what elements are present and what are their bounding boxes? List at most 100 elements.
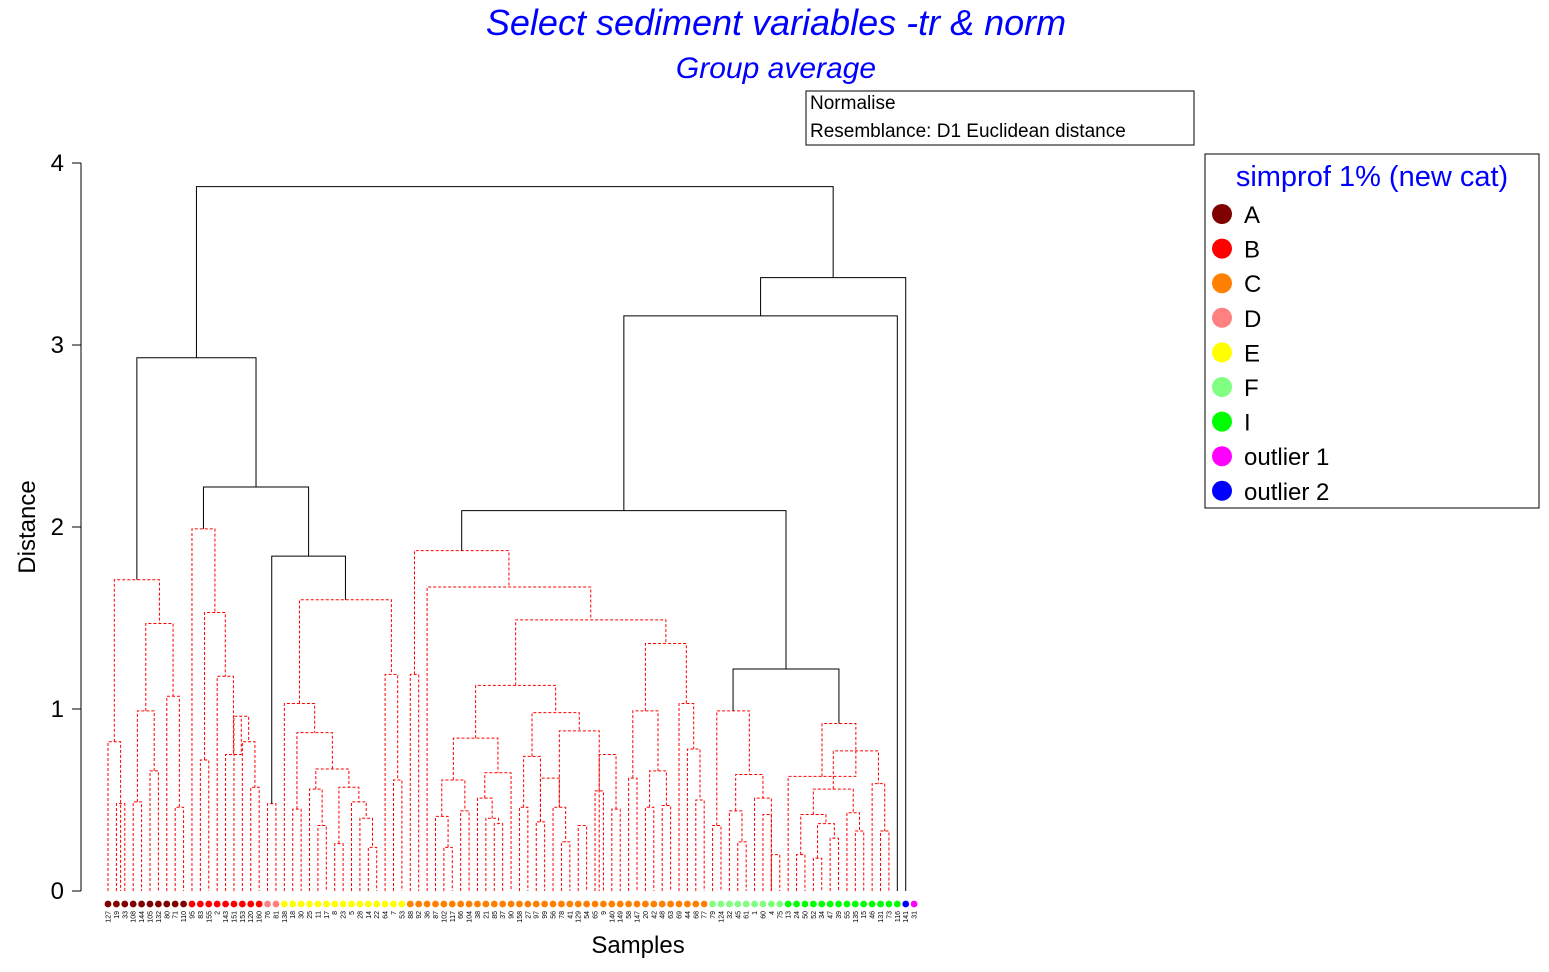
leaf-label: 28 — [357, 911, 364, 919]
leaf-label: 8 — [332, 911, 339, 915]
dendrogram-branch — [523, 755, 541, 822]
dendrogram-branch — [292, 808, 302, 891]
leaf-marker — [406, 900, 414, 908]
leaf-label: 117 — [450, 911, 457, 922]
leaf-label: 73 — [886, 911, 893, 919]
leaf-marker — [767, 900, 775, 908]
leaf-marker — [683, 900, 691, 908]
dendrogram-branch — [558, 730, 600, 891]
dendrogram-branch — [413, 550, 510, 675]
dendrogram-branch — [107, 741, 122, 891]
dendrogram-branch — [434, 815, 449, 891]
y-tick-label: 3 — [51, 332, 64, 359]
dendrogram-branch — [367, 846, 378, 891]
dendrogram-branch — [821, 723, 857, 777]
leaf-label: 41 — [567, 911, 574, 919]
dendrogram-branch — [233, 715, 250, 891]
leaf-marker — [138, 900, 145, 908]
leaf-marker — [574, 900, 582, 908]
legend-marker — [1212, 273, 1232, 294]
dendrogram-branch — [493, 823, 504, 891]
legend-marker — [1212, 411, 1232, 432]
leaf-marker — [121, 900, 129, 908]
dendrogram-branch — [560, 841, 571, 891]
dendrogram-branch — [315, 768, 350, 790]
leaf-marker — [238, 900, 246, 908]
legend-marker — [1212, 446, 1232, 467]
leaf-label: 58 — [626, 911, 633, 919]
dendrogram-branch — [649, 770, 667, 808]
leaf-marker — [675, 900, 683, 908]
y-axis: 0 1 2 3 4 — [51, 150, 82, 905]
leaf-label: 160 — [257, 911, 264, 923]
leaf-marker — [104, 900, 112, 908]
dendrogram-branch — [136, 710, 155, 802]
leaf-label: 95 — [189, 911, 196, 919]
dendrogram-branch — [539, 777, 560, 822]
leaf-label: 37 — [500, 911, 507, 919]
leaf-marker — [851, 900, 859, 908]
legend-label: outlier 1 — [1244, 444, 1329, 471]
dendrogram-branch — [409, 673, 420, 891]
dendrogram-branch — [195, 186, 834, 358]
dendrogram-branch — [271, 555, 346, 804]
info-box: Normalise Resemblance: D1 Euclidean dist… — [805, 90, 1195, 146]
legend-marker — [1212, 342, 1232, 363]
legend-label: C — [1244, 271, 1261, 298]
leaf-label: 68 — [693, 911, 700, 919]
y-tick-label: 1 — [51, 696, 64, 723]
leaf-marker — [583, 900, 591, 908]
leaf-marker — [692, 900, 700, 908]
leaf-marker — [272, 900, 280, 908]
dendrogram-branch — [136, 357, 257, 580]
leaf-label: 144 — [139, 911, 146, 923]
dendrogram-branch — [359, 817, 374, 891]
dendrogram-branch — [518, 806, 529, 891]
leaf-marker — [398, 900, 406, 908]
leaf-marker — [381, 900, 389, 908]
dendrogram-branch — [531, 712, 580, 757]
leaf-marker — [776, 900, 784, 908]
leaf-label: 120 — [248, 911, 255, 923]
leaf-label: 17 — [324, 911, 331, 919]
leaf-label: 79 — [710, 911, 717, 919]
dendrogram-branch — [296, 732, 333, 810]
dendrogram-branch — [204, 612, 226, 760]
leaf-marker — [516, 900, 523, 908]
leaf-marker — [423, 900, 431, 908]
dendrogram-branch — [484, 772, 512, 891]
leaf-marker — [725, 900, 733, 908]
leaf-label: 2 — [215, 911, 222, 915]
legend-label: I — [1244, 410, 1251, 437]
leaf-marker — [532, 900, 540, 908]
leaf-label: 80 — [164, 911, 171, 919]
leaf-marker — [222, 900, 229, 908]
leaf-marker — [180, 900, 187, 908]
dendrogram-branch — [577, 824, 588, 891]
leaf-label: 39 — [836, 911, 843, 919]
dendrogram-branch — [426, 586, 592, 891]
leaf-marker — [809, 900, 817, 908]
leaf-marker — [843, 900, 851, 908]
dendrogram-branch — [334, 843, 344, 891]
legend-marker — [1212, 204, 1232, 224]
leaf-label: 15 — [861, 911, 868, 919]
legend-label: F — [1244, 375, 1259, 402]
leaf-label: 54 — [584, 911, 591, 919]
leaf-marker — [835, 900, 842, 908]
leaf-label: 138 — [282, 911, 289, 923]
leaf-label: 66 — [458, 911, 465, 919]
leaf-marker — [910, 900, 918, 908]
leaf-label: 71 — [173, 911, 180, 919]
leaf-marker — [247, 900, 255, 908]
leaf-label: 78 — [559, 911, 566, 919]
legend-label: B — [1244, 237, 1260, 264]
dendrogram-branch — [166, 695, 180, 891]
legend-marker — [1212, 480, 1232, 501]
leaf-label: 155 — [206, 911, 213, 923]
leaf-marker — [364, 900, 372, 908]
leaf-marker — [507, 900, 515, 908]
leaf-marker — [650, 900, 658, 908]
leaf-label: 11 — [315, 911, 322, 918]
